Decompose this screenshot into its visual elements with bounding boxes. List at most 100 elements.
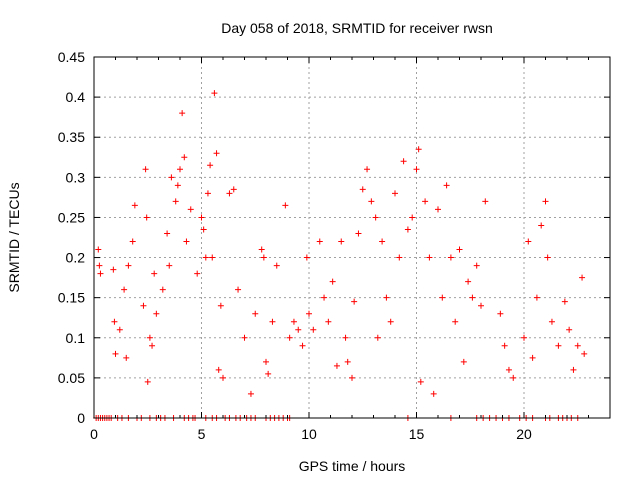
data-point [447, 254, 454, 261]
data-point [555, 342, 562, 349]
data-point [95, 246, 102, 253]
data-point [529, 354, 536, 361]
data-point [316, 238, 323, 245]
x-tick-label: 20 [516, 426, 532, 442]
data-point [111, 318, 118, 325]
data-point [349, 374, 355, 381]
data-point [497, 310, 504, 317]
data-point [521, 334, 527, 341]
data-point [129, 238, 136, 245]
x-tick-label: 0 [90, 426, 98, 442]
grid-lines [94, 57, 610, 418]
data-point [392, 190, 398, 197]
data-point [183, 238, 190, 245]
data-point [110, 266, 117, 273]
data-point [177, 166, 183, 173]
data-point [209, 254, 216, 261]
data-point [273, 262, 280, 269]
data-point [168, 174, 175, 181]
y-tick-label: 0.05 [58, 370, 85, 386]
data-point [548, 318, 555, 325]
y-tick-label: 0.1 [66, 330, 86, 346]
chart-title: Day 058 of 2018, SRMTID for receiver rws… [221, 20, 493, 36]
data-point [146, 334, 153, 341]
data-point [159, 286, 166, 293]
data-point [344, 358, 351, 365]
y-tick-label: 0.45 [58, 49, 85, 65]
x-tick-label: 10 [301, 426, 317, 442]
data-point [217, 302, 224, 309]
data-point [116, 326, 123, 333]
data-point [151, 270, 158, 277]
data-point [211, 90, 218, 97]
data-point [404, 226, 411, 233]
data-point [561, 298, 568, 305]
data-point [263, 358, 269, 365]
data-point [501, 342, 508, 349]
data-point [435, 206, 441, 213]
data-point [142, 166, 149, 173]
data-point [379, 238, 386, 245]
data-point [153, 310, 160, 317]
data-point [187, 206, 194, 213]
y-tick-label: 0.35 [58, 129, 85, 145]
data-point [329, 278, 336, 285]
data-point [525, 238, 532, 245]
data-point [181, 154, 188, 161]
data-point [303, 254, 310, 261]
data-point [351, 298, 358, 305]
data-point [144, 378, 151, 385]
data-point [143, 214, 150, 221]
data-point [179, 110, 186, 117]
data-point [252, 310, 259, 317]
data-point [131, 202, 138, 209]
data-point [123, 354, 130, 361]
data-point [538, 222, 545, 229]
data-point [306, 310, 312, 317]
data-point [469, 294, 476, 301]
y-tick-label: 0.4 [66, 89, 86, 105]
data-point [368, 198, 375, 205]
data-point [460, 358, 467, 365]
data-point [198, 214, 205, 221]
data-point [355, 230, 362, 237]
data-point [456, 246, 463, 253]
data-point [579, 274, 586, 281]
data-point [295, 326, 302, 333]
data-point [269, 318, 276, 325]
data-point [374, 334, 381, 341]
data-point [226, 190, 233, 197]
y-tick-label: 0.15 [58, 290, 85, 306]
data-point [443, 182, 450, 189]
data-point [96, 262, 103, 269]
data-point [570, 366, 577, 373]
y-tick-label: 0 [77, 410, 85, 426]
data-point [482, 198, 489, 205]
data-point [505, 366, 512, 373]
y-axis-label: SRMTID / TECUs [6, 182, 22, 292]
data-point [286, 334, 293, 341]
data-point [430, 390, 437, 397]
data-point [207, 162, 214, 169]
data-point [372, 214, 379, 221]
data-point [112, 350, 119, 357]
axis-ticks: 0 5 10 15 20 0 0.05 0.1 0.15 0.2 0.25 0.3 0.35 0.4 0.4… [58, 49, 611, 442]
data-point [574, 342, 581, 349]
data-point [282, 202, 289, 209]
data-point [338, 238, 345, 245]
data-point [544, 254, 551, 261]
data-point [465, 278, 472, 285]
data-point [140, 302, 147, 309]
data-point [260, 254, 267, 261]
y-tick-label: 0.25 [58, 209, 85, 225]
data-point [581, 350, 588, 357]
data-point [333, 362, 340, 369]
data-point [383, 294, 390, 301]
data-point [290, 318, 297, 325]
data-point [409, 214, 416, 221]
data-point [473, 262, 480, 269]
data-point [310, 326, 317, 333]
y-tick-label: 0.2 [66, 250, 86, 266]
data-point [364, 166, 371, 173]
data-point [415, 146, 422, 153]
